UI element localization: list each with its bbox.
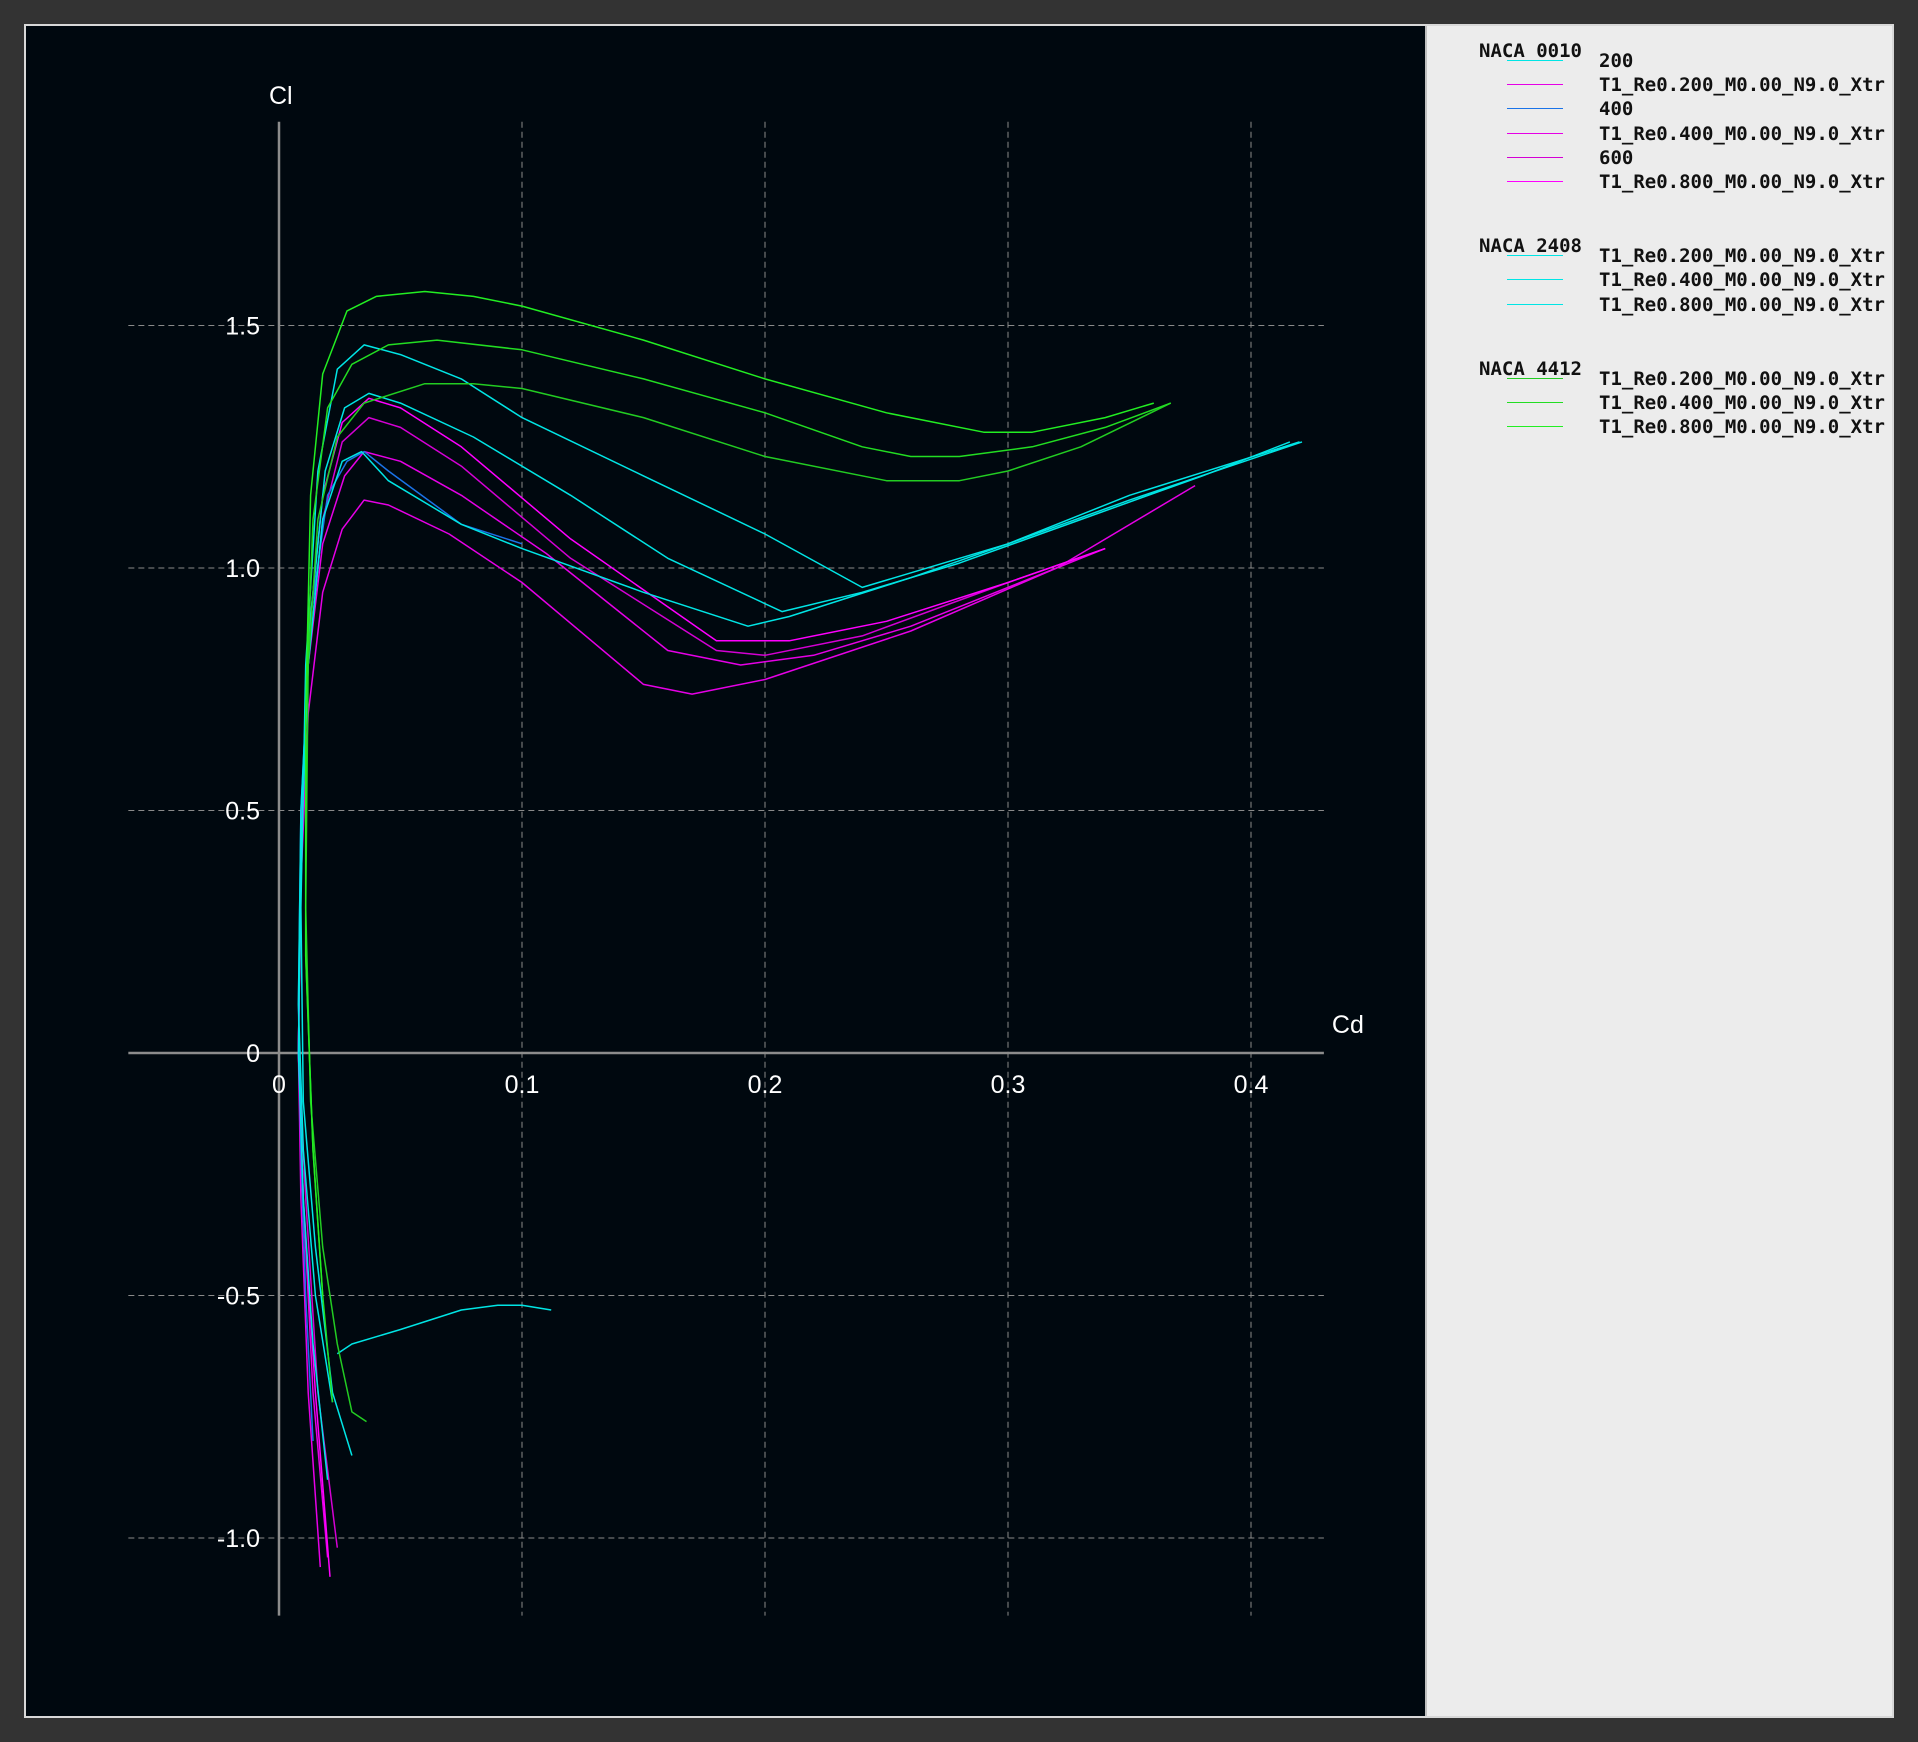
legend-group-title: NACA 2408: [1479, 235, 1582, 258]
legend-swatch: [1507, 255, 1563, 257]
y-tick-label: 1.5: [225, 313, 260, 341]
legend-entry-label: 400: [1599, 98, 1634, 121]
labels-layer: 0 0.1 0.2 0.3 0.4 -1.0 -0.5 0 0.5 1.0 1.5 Cd Cl: [217, 82, 1364, 1553]
legend-group-title: NACA 4412: [1479, 357, 1582, 380]
y-tick-label: 1.0: [225, 555, 260, 583]
legend-entry-label: T1_Re0.400_M0.00_N9.0_Xtr: [1599, 392, 1885, 414]
legend-group-title: NACA 0010: [1479, 40, 1582, 62]
y-tick-label: -0.5: [217, 1283, 260, 1311]
grid-layer: [128, 121, 1324, 1616]
series-line-8: [300, 344, 1303, 1456]
x-tick-label: 0.4: [1234, 1071, 1269, 1099]
series-line-4: [297, 397, 1106, 1577]
y-tick-label: 0: [246, 1040, 260, 1068]
legend-swatch: [1507, 108, 1563, 110]
legend-entry-label: T1_Re0.200_M0.00_N9.0_Xtr: [1599, 367, 1885, 390]
y-tick-label: -1.0: [217, 1525, 260, 1553]
legend-entry-label: T1_Re0.200_M0.00_N9.0_Xtr: [1599, 245, 1885, 268]
x-tick-label: 0.2: [748, 1071, 783, 1099]
x-tick-label: 0.1: [505, 1071, 540, 1099]
y-axis-title: Cl: [269, 82, 293, 110]
legend-entry-label: T1_Re0.800_M0.00_N9.0_Xtr: [1599, 171, 1885, 193]
legend-swatch: [1507, 181, 1563, 182]
legend-swatch: [1507, 84, 1563, 86]
legend-entry-label: T1_Re0.800_M0.00_N9.0_Xtr: [1599, 416, 1885, 439]
legend-entry-label: T1_Re0.400_M0.00_N9.0_Xtr: [1599, 269, 1885, 292]
legend-swatch: [1507, 426, 1563, 428]
cl-cd-polar-plot: 0 0.1 0.2 0.3 0.4 -1.0 -0.5 0 0.5 1.0 1.5 Cd Cl: [128, 82, 1364, 1616]
series-line-6: [297, 441, 1300, 1480]
legend-swatch: [1507, 303, 1563, 305]
series-line-11: [304, 339, 1172, 1403]
legend-panel: NACA 0010 200 T1_Re0.200_M0.00_N9.0_Xtr 400…: [1425, 26, 1892, 1716]
legend-entry-label: T1_Re0.200_M0.00_N9.0_Xtr: [1599, 74, 1885, 97]
series-line-9: [336, 1304, 552, 1355]
legend-entry-label: 200: [1599, 50, 1634, 72]
x-axis-title: Cd: [1332, 1011, 1364, 1039]
legend-entry-label: T1_Re0.400_M0.00_N9.0_Xtr: [1599, 122, 1885, 145]
series-line-3: [297, 416, 1106, 1548]
series-line-1: [297, 484, 1196, 1568]
series-line-2: [297, 450, 1106, 1558]
legend-swatch: [1507, 156, 1563, 158]
plot-area: 0 0.1 0.2 0.3 0.4 -1.0 -0.5 0 0.5 1.0 1.5 Cd Cl: [26, 26, 1425, 1716]
legend-swatch: [1507, 402, 1563, 403]
axes-layer: [128, 121, 1324, 1616]
y-tick-label: 0.5: [225, 798, 260, 826]
legend-swatch: [1507, 279, 1563, 281]
legend-swatch: [1507, 60, 1563, 61]
legend-swatch: [1507, 377, 1563, 379]
series-line-10: [304, 382, 1172, 1423]
x-tick-label: 0.3: [991, 1071, 1026, 1099]
legend-swatch: [1507, 132, 1563, 134]
x-tick-label: 0: [272, 1071, 286, 1099]
series-line-5: [297, 450, 523, 1442]
series-line-7: [297, 392, 1291, 1403]
series-layer: [297, 290, 1303, 1577]
legend-entry-label: 600: [1599, 146, 1634, 169]
series-line-12: [304, 290, 1155, 1296]
legend-entry-label: T1_Re0.800_M0.00_N9.0_Xtr: [1599, 293, 1885, 316]
